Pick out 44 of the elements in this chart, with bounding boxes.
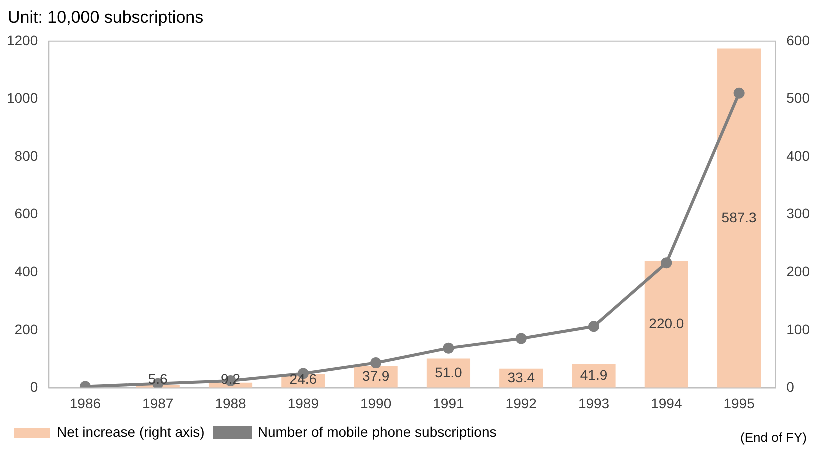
y-tick-label: 1000 [6,90,38,106]
x-tick-label: 1993 [578,395,610,412]
x-tick-label: 1989 [288,395,320,412]
data-label: 587.3 [722,209,758,226]
x-tick-label: 1992 [506,395,538,412]
point [370,358,382,369]
y2-tick-label: 400 [786,148,810,164]
y-tick-label: 600 [14,206,38,222]
x-tick-label: 1986 [70,395,102,412]
data-label: 37.9 [362,368,390,384]
legend-label: Number of mobile phone subscriptions [258,424,497,440]
point [734,88,745,99]
point [516,333,527,344]
data-label: 33.4 [508,369,536,386]
bar [426,358,471,388]
x-tick-label: 1988 [215,395,247,412]
point [588,321,600,332]
chart-title: Unit: 10,000 subscriptions [8,8,204,28]
y2-tick-label: 0 [786,379,795,396]
y2-tick-label: 500 [786,90,810,106]
bar [718,48,762,388]
x-tick-label: 1987 [142,395,174,412]
text: (End of FY) [740,430,807,445]
data-label: 220.0 [649,315,684,332]
x-tick-label: 1990 [360,395,392,412]
y2-tick-label: 300 [786,206,810,222]
data-label: 24.6 [290,371,318,388]
y2-tick-label: 200 [786,263,810,280]
data-label: 51.0 [435,364,463,380]
x-tick-label: 1995 [724,395,756,412]
y-tick-label: 200 [14,321,38,338]
y-tick-label: 800 [14,148,38,164]
legend-label: Net increase (right axis) [57,424,205,440]
point [661,258,672,269]
data-label: 41.9 [580,366,608,383]
y-tick-label: 1200 [6,32,38,48]
x-tick-label: 1991 [433,395,464,412]
point [443,342,454,354]
y2-tick-label: 600 [786,32,810,48]
y-tick-label: 0 [30,379,38,396]
y2-tick-label: 100 [786,321,810,338]
x-tick-label: 1994 [651,395,682,412]
y-tick-label: 400 [14,263,38,280]
bar [644,261,688,388]
